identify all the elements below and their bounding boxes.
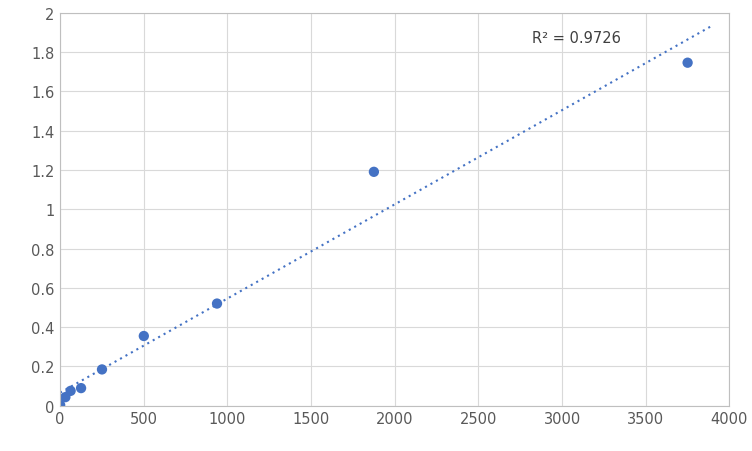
Point — [96, 366, 108, 373]
Point — [211, 300, 223, 308]
Point — [368, 169, 380, 176]
Point — [681, 60, 693, 67]
Point — [54, 401, 66, 409]
Point — [138, 333, 150, 340]
Point — [65, 387, 77, 395]
Text: R² = 0.9726: R² = 0.9726 — [532, 31, 621, 46]
Point — [75, 385, 87, 392]
Point — [59, 394, 71, 401]
